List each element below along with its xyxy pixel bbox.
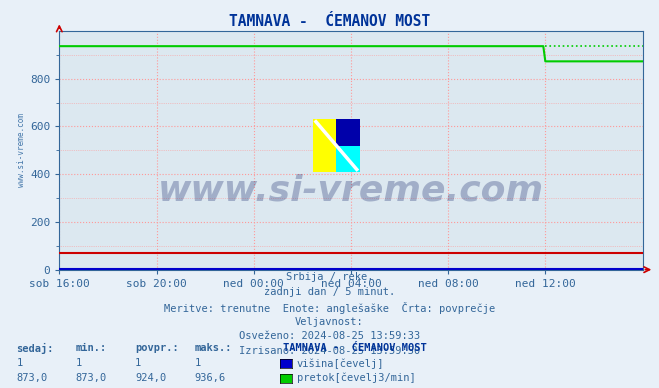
Text: 936,6: 936,6 xyxy=(194,373,225,383)
Text: 1: 1 xyxy=(135,358,141,368)
Text: TAMNAVA -  ĆEMANOV MOST: TAMNAVA - ĆEMANOV MOST xyxy=(229,14,430,29)
Text: 1: 1 xyxy=(16,358,22,368)
Text: zadnji dan / 5 minut.: zadnji dan / 5 minut. xyxy=(264,287,395,297)
Text: www.si-vreme.com: www.si-vreme.com xyxy=(158,174,544,208)
Text: višina[čevelj]: višina[čevelj] xyxy=(297,358,384,369)
Bar xyxy=(313,120,336,172)
Text: TAMNAVA -  ĆEMANOV MOST: TAMNAVA - ĆEMANOV MOST xyxy=(283,343,427,353)
Text: Meritve: trenutne  Enote: anglešaške  Črta: povprečje: Meritve: trenutne Enote: anglešaške Črta… xyxy=(164,302,495,314)
Bar xyxy=(336,120,360,146)
Text: www.si-vreme.com: www.si-vreme.com xyxy=(17,113,26,187)
Text: min.:: min.: xyxy=(76,343,107,353)
Text: maks.:: maks.: xyxy=(194,343,232,353)
Text: sedaj:: sedaj: xyxy=(16,343,54,354)
Text: Veljavnost:: Veljavnost: xyxy=(295,317,364,327)
Text: Srbija / reke.: Srbija / reke. xyxy=(286,272,373,282)
Text: 873,0: 873,0 xyxy=(76,373,107,383)
Text: 873,0: 873,0 xyxy=(16,373,47,383)
Text: 1: 1 xyxy=(194,358,200,368)
Text: 1: 1 xyxy=(76,358,82,368)
Bar xyxy=(336,146,360,172)
Text: Osveženo: 2024-08-25 13:59:33: Osveženo: 2024-08-25 13:59:33 xyxy=(239,331,420,341)
Text: Izrisano: 2024-08-25 13:59:50: Izrisano: 2024-08-25 13:59:50 xyxy=(239,346,420,356)
Text: povpr.:: povpr.: xyxy=(135,343,179,353)
Text: pretok[čevelj3/min]: pretok[čevelj3/min] xyxy=(297,373,415,383)
Text: 924,0: 924,0 xyxy=(135,373,166,383)
